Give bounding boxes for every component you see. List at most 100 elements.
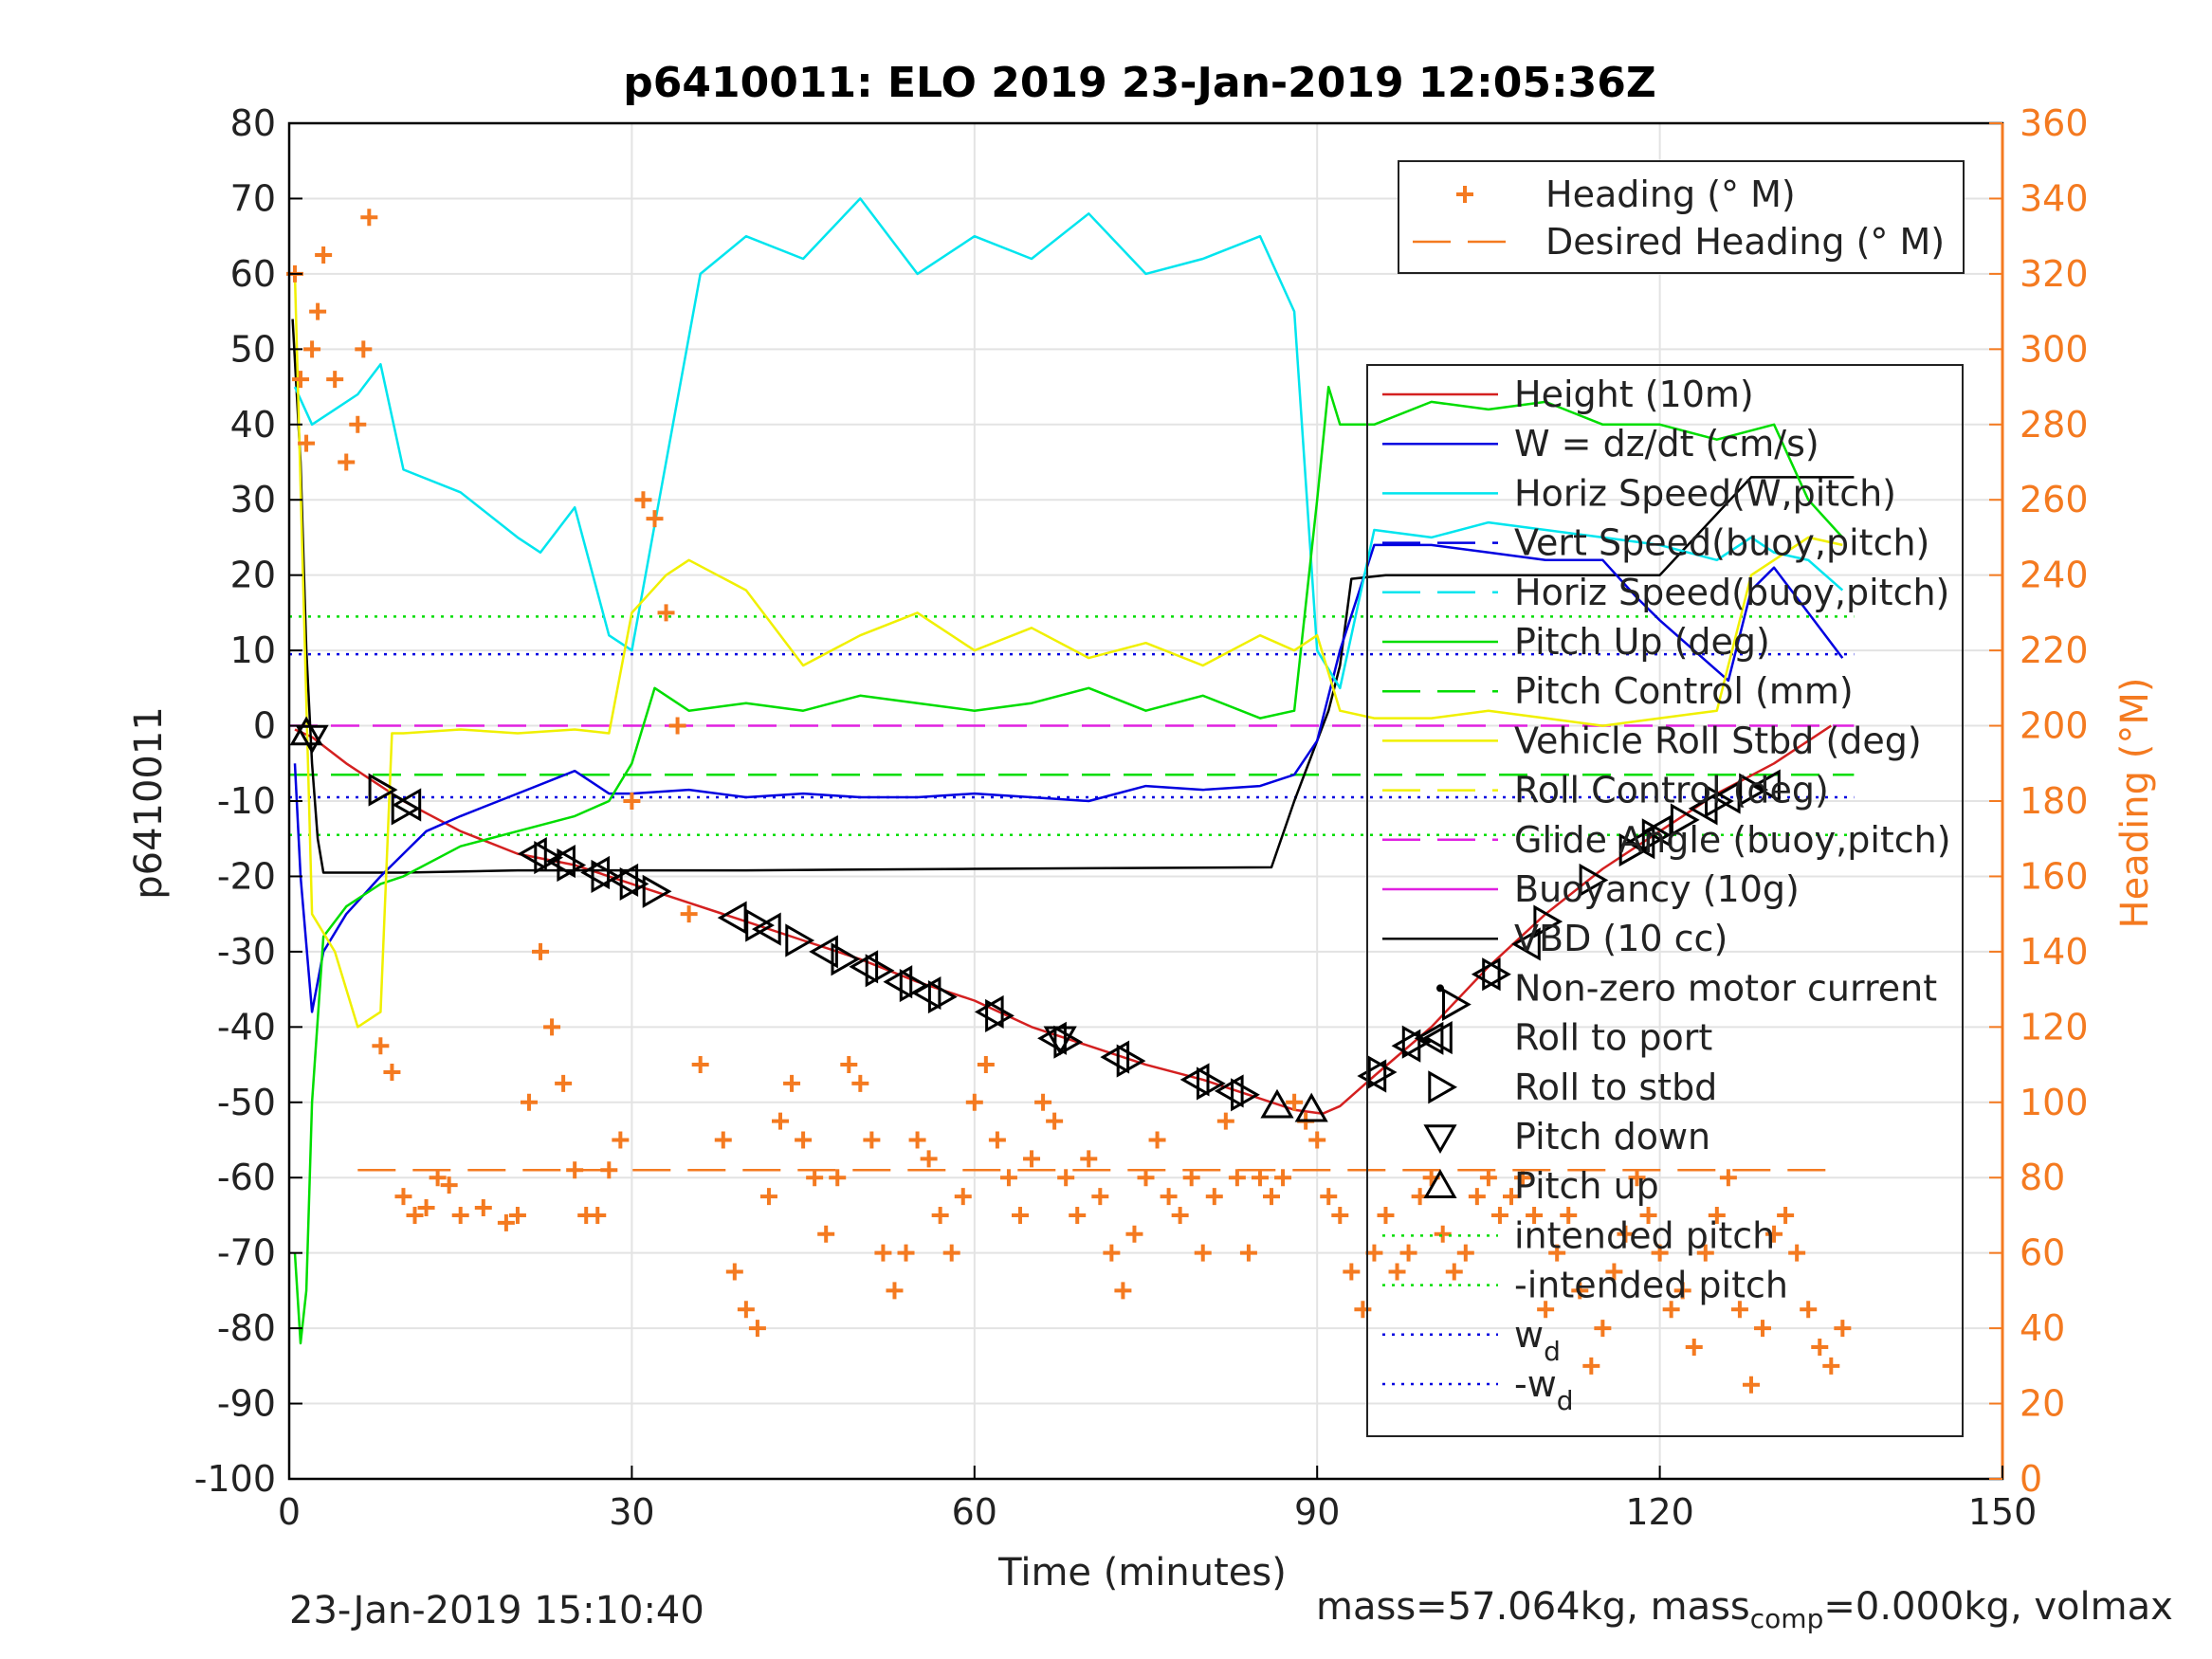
heading-point [1754, 1320, 1772, 1338]
marker-tri-left [911, 976, 941, 1011]
marker-tri-left [1710, 780, 1741, 814]
heading-point [1377, 1206, 1395, 1224]
reference-lines [289, 615, 1855, 836]
heading-point [394, 1188, 412, 1206]
y-tick-label: -10 [217, 780, 276, 822]
heading-point [1811, 1338, 1829, 1356]
heading-point [1479, 1169, 1497, 1187]
marker-tri-left [717, 901, 747, 935]
y2-tick-label: 80 [2020, 1157, 2065, 1198]
heading-point [1023, 1150, 1041, 1168]
heading-point [1617, 1225, 1635, 1243]
y2-tick-label: 340 [2020, 177, 2089, 219]
marker-tri-left [1750, 769, 1781, 803]
heading-point [1548, 1244, 1566, 1262]
legend-label: Vehicle Roll Stbd (deg) [1514, 720, 1922, 761]
heading-point [1468, 1188, 1486, 1206]
heading-point [863, 1131, 881, 1149]
x-tick-label: 30 [609, 1491, 654, 1533]
heading-point [1011, 1206, 1029, 1224]
x-axis-label: Time (minutes) [997, 1551, 1287, 1595]
legend-sample [1423, 1124, 1457, 1155]
marker-tri-left [1414, 1021, 1444, 1055]
y-tick-label: 0 [253, 705, 276, 747]
marker-tri-right [557, 848, 587, 883]
y-tick-label: 30 [230, 479, 276, 520]
y-axis-label: p6410011 [127, 706, 171, 900]
heading-point [783, 1074, 801, 1092]
heading-point [1365, 1244, 1383, 1262]
marker-tri-right [642, 874, 672, 908]
heading-point [840, 1056, 858, 1074]
heading-point [1399, 1244, 1417, 1262]
heading-point [748, 1320, 766, 1338]
legend-label: VBD (10 cc) [1514, 918, 1728, 959]
heading-point [817, 1225, 835, 1243]
legend-sample [1436, 984, 1444, 993]
heading-point [1651, 1244, 1669, 1262]
legend-label: Horiz Speed(W,pitch) [1514, 472, 1896, 514]
heading-point [520, 1093, 538, 1111]
heading-point [725, 1263, 743, 1281]
heading-point [508, 1206, 526, 1224]
heading-point [1514, 1169, 1532, 1187]
heading-point [1228, 1169, 1246, 1187]
y2-tick-label: 40 [2020, 1307, 2065, 1349]
heading-point [1091, 1188, 1109, 1206]
marker-tri-left [1471, 957, 1501, 992]
heading-point [292, 371, 310, 389]
legend-label: -intended pitch [1514, 1265, 1788, 1306]
y-tick-label: 60 [230, 253, 276, 295]
y2-tick-label: 140 [2020, 931, 2089, 973]
marker-tri-right [1579, 863, 1609, 897]
marker-tri-left [517, 837, 547, 871]
y-tick-label: -40 [217, 1006, 276, 1048]
marker-tri-right [1533, 904, 1563, 939]
marker-tri-left [1037, 1021, 1067, 1055]
heading-point [1069, 1206, 1087, 1224]
y2-tick-label: 360 [2020, 102, 2089, 144]
marker-tri-right [927, 980, 958, 1014]
legend-label: Glide Angle (buoy,pitch) [1514, 819, 1951, 861]
marker-tri-right [619, 866, 649, 901]
series-line [293, 197, 1844, 690]
marker-tri-right [591, 859, 621, 893]
heading-point [897, 1244, 915, 1262]
y2-tick-label: 240 [2020, 555, 2089, 596]
y-tick-label: -70 [217, 1232, 276, 1274]
heading-point [1673, 1282, 1691, 1300]
y-tick-label: -60 [217, 1157, 276, 1198]
heading-point [1685, 1338, 1703, 1356]
legend-label: Vert Speed(buoy,pitch) [1514, 522, 1929, 564]
y2-tick-label: 320 [2020, 253, 2089, 295]
heading-point [555, 1074, 573, 1092]
legend-label: Horiz Speed(buoy,pitch) [1514, 572, 1949, 613]
legend-label-sub: d [1544, 1336, 1561, 1367]
heading-point [759, 1188, 777, 1206]
heading-point [1742, 1376, 1760, 1394]
heading-point [1537, 1301, 1555, 1319]
footer-mass: mass=57.064kg, masscomp=0.000kg, volmax [1316, 1585, 2173, 1634]
heading-point [1730, 1301, 1748, 1319]
heading-point [1628, 1169, 1646, 1187]
legend-main-box [1366, 364, 1964, 1437]
legend-main: Height (10m) W = dz/dt (cm/s) Horiz Speed(… [1366, 364, 1964, 1437]
heading-point [589, 1206, 607, 1224]
x-tick-label: 150 [1968, 1491, 2038, 1533]
legend-label: Roll to port [1514, 1017, 1712, 1059]
legend-label: Desired Heading (° M) [1545, 221, 1945, 263]
y2-tick-label: 160 [2020, 855, 2089, 897]
marker-tri-up [1294, 1092, 1328, 1122]
heading-point [1456, 1244, 1474, 1262]
y-tick-label: 40 [230, 404, 276, 446]
heading-point [772, 1112, 790, 1130]
y2-tick-label: 0 [2020, 1458, 2042, 1500]
heading-point [714, 1131, 732, 1149]
heading-point [326, 371, 344, 389]
heading-point [1445, 1263, 1463, 1281]
y2-tick-label: 20 [2020, 1383, 2065, 1425]
legend-label: Height (10m) [1514, 374, 1754, 415]
y-tick-label: -80 [217, 1307, 276, 1349]
heading-point [1263, 1188, 1281, 1206]
